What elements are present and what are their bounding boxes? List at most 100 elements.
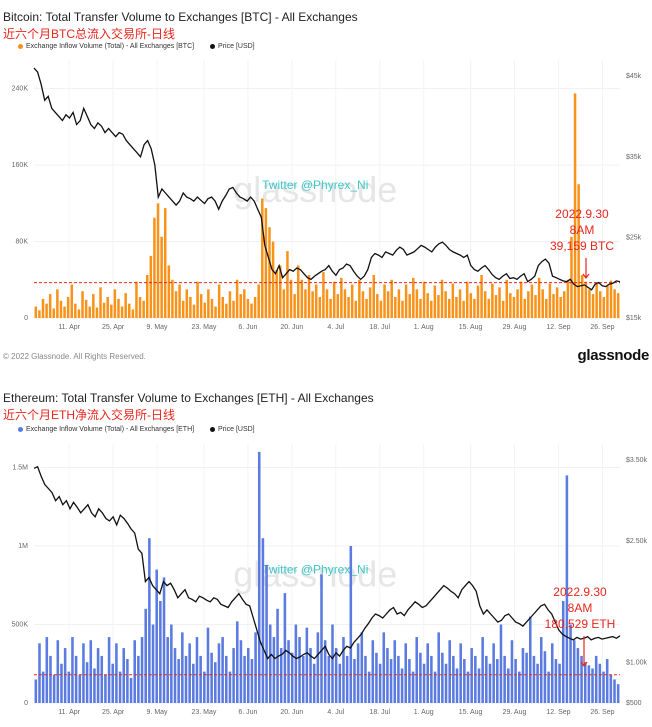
bar	[63, 306, 66, 318]
x-tick-label: 29. Aug	[503, 324, 527, 331]
bar	[316, 632, 320, 703]
eth-legend-price[interactable]: Price [USD]	[210, 426, 255, 433]
watermark: glassnode	[233, 169, 397, 210]
bar	[148, 538, 151, 703]
bar	[225, 303, 228, 318]
bar	[199, 294, 203, 318]
x-tick-label: 11. Apr	[58, 709, 80, 716]
x-tick-label: 1. Aug	[414, 709, 434, 716]
bar	[397, 655, 400, 703]
bar	[329, 298, 332, 318]
bar	[66, 296, 70, 318]
y-tick-label: 1.5M	[12, 465, 28, 472]
bar	[82, 643, 85, 703]
bar	[613, 289, 616, 318]
bar	[171, 279, 174, 318]
bar	[545, 298, 548, 318]
bar	[419, 298, 422, 318]
bar	[353, 659, 356, 703]
bar	[275, 270, 278, 318]
bar	[206, 627, 210, 703]
y2-tick-label: $15k	[626, 315, 642, 322]
x-tick-label: 12. Sep	[546, 324, 570, 331]
bar	[426, 643, 430, 703]
arrow-head-icon	[582, 273, 590, 279]
bar	[336, 294, 340, 318]
bar	[296, 265, 300, 318]
bar	[451, 283, 455, 318]
btc-chart-subtitle: 近六个月BTC总流入交易所-日线	[3, 27, 175, 41]
bar	[71, 637, 74, 703]
bar	[426, 293, 429, 318]
eth-legend-inflow-label: Exchange Inflow Volume (Total) - All Exc…	[26, 426, 195, 433]
y2-tick-label: $3.50k	[626, 457, 648, 464]
bar	[138, 296, 142, 318]
bar	[207, 289, 210, 318]
bar	[338, 663, 342, 703]
bar	[378, 663, 382, 703]
bar	[415, 289, 419, 318]
y-tick-label: 240K	[12, 86, 29, 93]
bar	[433, 671, 437, 703]
bar	[113, 289, 117, 318]
x-tick-label: 4. Jul	[327, 324, 344, 331]
bar	[569, 624, 572, 703]
bar	[408, 659, 411, 703]
bar	[257, 451, 261, 703]
bar	[189, 296, 192, 318]
bar	[272, 637, 276, 703]
x-tick-label: 20. Jun	[280, 709, 303, 716]
bar	[358, 279, 361, 318]
eth-legend-inflow[interactable]: Exchange Inflow Volume (Total) - All Exc…	[18, 426, 194, 433]
y2-tick-label: $45k	[626, 73, 642, 80]
bar	[48, 294, 52, 318]
bar	[364, 655, 367, 703]
bar	[203, 671, 206, 703]
y2-tick-label: $35k	[626, 154, 642, 161]
bar	[584, 281, 588, 318]
x-tick-label: 9. May	[147, 324, 169, 331]
bar	[360, 632, 364, 703]
price-line	[33, 67, 621, 291]
bar	[376, 294, 379, 318]
bar	[217, 284, 221, 318]
bar	[509, 293, 512, 318]
btc-legend-price-label: Price [USD]	[218, 43, 255, 50]
bar	[235, 279, 239, 318]
bar	[232, 648, 235, 703]
bar	[250, 303, 253, 318]
bar	[501, 300, 505, 318]
bar	[401, 300, 404, 318]
bar	[92, 294, 95, 318]
bar	[283, 593, 287, 703]
twitter-handle: Twitter @Phyrex_Ni	[262, 178, 368, 192]
bar	[534, 295, 537, 318]
bar	[63, 648, 67, 703]
bar	[550, 643, 554, 703]
annotation-text: 39,159 BTC	[550, 239, 614, 253]
bar	[282, 289, 286, 318]
bar	[117, 298, 120, 318]
bar	[153, 217, 156, 318]
bar	[404, 284, 408, 318]
glassnode-logo[interactable]: glassnode	[577, 347, 650, 364]
bar	[458, 289, 462, 318]
bar	[573, 93, 577, 318]
bar	[350, 284, 354, 318]
bar	[77, 309, 81, 318]
watermark: glassnode	[233, 553, 397, 594]
bar	[547, 671, 550, 703]
btc-legend-price[interactable]: Price [USD]	[210, 43, 255, 50]
bar	[477, 668, 481, 703]
bar	[286, 251, 289, 318]
bar	[528, 616, 532, 703]
bar	[243, 655, 246, 703]
bar	[609, 674, 613, 703]
bar	[466, 671, 470, 703]
bar	[322, 272, 325, 318]
btc-legend-inflow[interactable]: Exchange Inflow Volume (Total) - All Exc…	[18, 43, 194, 50]
bar	[41, 671, 45, 703]
bar	[128, 303, 131, 318]
bar	[447, 298, 451, 318]
bar	[444, 663, 448, 703]
